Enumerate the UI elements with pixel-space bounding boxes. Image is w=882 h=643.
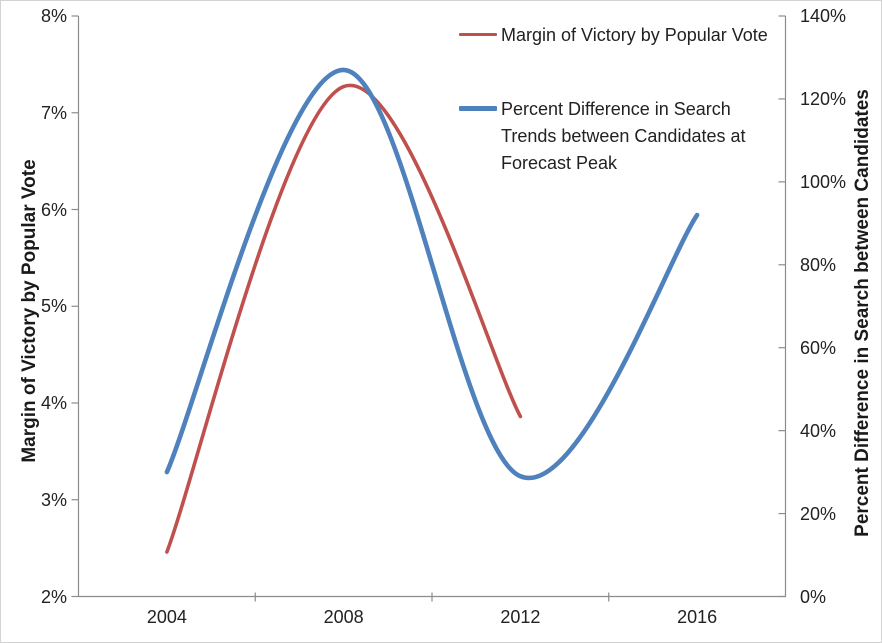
series-line-search-trends	[164, 67, 700, 481]
x-axis-tick-label: 2016	[677, 607, 718, 627]
left-axis-title: Margin of Victory by Popular Vote	[19, 159, 40, 463]
left-axis-tick-label: 2%	[40, 586, 67, 607]
right-axis-tick-label: 140%	[800, 6, 847, 26]
legend-label-margin-of-victory: Margin of Victory by Popular Vote	[501, 25, 768, 45]
legend-swatch-search-trends	[459, 106, 497, 111]
right-axis-tick-label: 60%	[800, 337, 837, 358]
x-axis-tick-label: 2004	[146, 607, 187, 627]
right-axis-tick-label: 100%	[800, 171, 847, 192]
right-axis-tick-label: 120%	[800, 88, 847, 109]
left-axis-tick-label: 6%	[40, 199, 67, 220]
left-axis-tick-label: 3%	[40, 489, 67, 510]
legend-label-search-trends: Percent Difference in Search Trends betw…	[501, 99, 746, 173]
right-axis-tick-label: 0%	[800, 586, 827, 607]
right-axis-title: Percent Difference in Search between Can…	[852, 89, 873, 537]
legend-swatch-margin-of-victory	[459, 33, 497, 36]
left-axis-tick-label: 4%	[40, 393, 67, 413]
left-axis-tick-label: 7%	[40, 102, 67, 123]
x-axis-tick-label: 2012	[500, 607, 541, 627]
left-axis-tick-label: 5%	[40, 296, 67, 317]
x-axis-tick-label: 2008	[323, 607, 364, 627]
left-axis-tick-label: 8%	[40, 6, 67, 26]
right-axis-tick-label: 80%	[800, 254, 837, 275]
right-axis-tick-label: 20%	[800, 503, 837, 524]
right-axis-tick-label: 40%	[800, 420, 837, 441]
series-line-margin-of-victory	[165, 83, 523, 554]
